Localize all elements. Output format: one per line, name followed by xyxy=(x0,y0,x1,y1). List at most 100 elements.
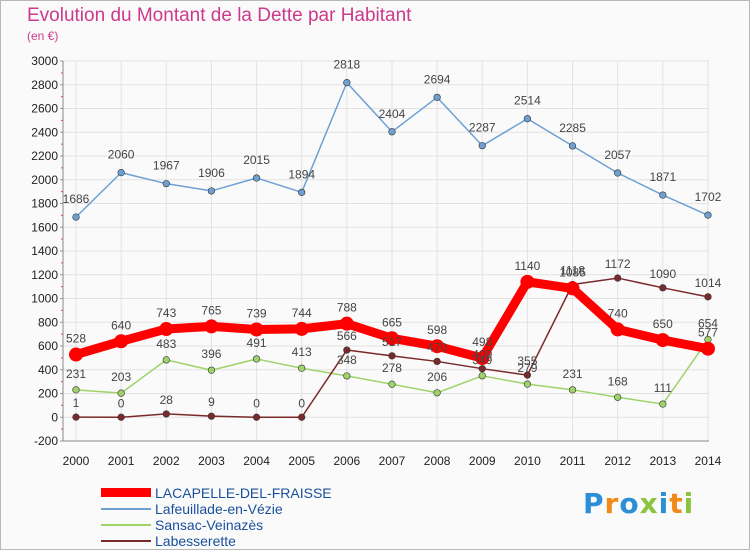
data-label-2: 483 xyxy=(156,337,176,351)
data-point-3 xyxy=(433,357,441,366)
x-tick-label: 2008 xyxy=(424,454,451,468)
data-point-2 xyxy=(207,366,216,374)
data-point-0 xyxy=(69,347,83,362)
x-tick-label: 2014 xyxy=(695,454,722,468)
data-point-0 xyxy=(520,274,535,289)
data-point-1 xyxy=(117,169,125,177)
data-label-3: 566 xyxy=(337,329,357,343)
data-label-1: 2287 xyxy=(469,121,496,135)
data-point-1 xyxy=(207,187,216,195)
data-label-1: 2694 xyxy=(424,72,451,86)
y-tick-label: 800 xyxy=(38,315,58,329)
data-label-3: 1172 xyxy=(605,257,631,271)
data-point-0 xyxy=(565,281,580,296)
y-tick-label: 1600 xyxy=(31,220,58,234)
data-label-3: 9 xyxy=(208,395,215,409)
data-point-1 xyxy=(704,211,712,219)
data-label-1: 1702 xyxy=(695,190,722,204)
data-label-1: 2818 xyxy=(333,58,360,72)
y-tick-label: 1000 xyxy=(31,292,58,306)
y-tick-label: 1800 xyxy=(31,197,58,211)
data-label-0: 598 xyxy=(427,323,447,337)
data-point-0 xyxy=(159,322,174,337)
data-label-2: 231 xyxy=(66,367,86,381)
axes-layer: -200020040060080010001200140016001800200… xyxy=(31,54,721,468)
y-tick-label: 2400 xyxy=(31,125,58,139)
data-label-1: 2285 xyxy=(559,121,586,135)
data-point-0 xyxy=(249,322,264,337)
legend-item: Sansac-Veinazès xyxy=(101,517,421,533)
data-point-2 xyxy=(72,386,80,394)
x-tick-label: 2006 xyxy=(333,454,360,468)
x-tick-label: 2005 xyxy=(288,454,315,468)
data-point-2 xyxy=(343,372,351,380)
data-point-3 xyxy=(659,284,667,292)
y-tick-label: 1400 xyxy=(31,244,58,258)
data-point-1 xyxy=(478,142,486,150)
data-label-3: 1118 xyxy=(560,263,585,277)
data-point-0 xyxy=(655,333,670,348)
y-tick-label: 2000 xyxy=(31,173,58,187)
data-point-1 xyxy=(72,213,80,221)
data-point-3 xyxy=(343,346,351,354)
data-label-2: 396 xyxy=(201,347,221,361)
data-point-3 xyxy=(704,293,712,301)
x-tick-label: 2013 xyxy=(649,454,676,468)
y-tick-label: 2600 xyxy=(31,102,58,116)
data-point-0 xyxy=(294,321,309,336)
data-label-0: 743 xyxy=(156,306,176,320)
data-point-2 xyxy=(478,372,486,380)
data-point-1 xyxy=(343,79,351,87)
data-label-0: 744 xyxy=(292,306,312,320)
data-point-1 xyxy=(162,180,170,188)
y-tick-label: -200 xyxy=(34,434,58,448)
data-point-0 xyxy=(384,331,399,346)
data-label-1: 1871 xyxy=(649,170,676,184)
proxiti-logo: Proxiti xyxy=(583,487,695,520)
data-label-3: 0 xyxy=(253,396,260,410)
data-label-0: 577 xyxy=(698,326,718,340)
legend-swatch xyxy=(101,488,151,497)
data-point-2 xyxy=(433,389,441,397)
legend-item: Labesserette xyxy=(101,533,421,549)
data-label-2: 168 xyxy=(608,374,628,388)
data-label-2: 654 xyxy=(698,317,718,331)
data-point-3 xyxy=(117,413,125,421)
y-tick-label: 0 xyxy=(51,410,58,424)
data-point-2 xyxy=(388,380,396,388)
data-label-0: 788 xyxy=(337,301,357,315)
data-label-2: 279 xyxy=(517,361,537,375)
data-point-2 xyxy=(523,380,532,388)
series-layer xyxy=(69,79,715,421)
data-label-0: 740 xyxy=(608,306,628,320)
data-label-0: 640 xyxy=(111,318,131,332)
data-point-3 xyxy=(72,413,80,421)
x-tick-label: 2000 xyxy=(63,454,90,468)
data-label-2: 111 xyxy=(654,381,673,395)
data-label-1: 2057 xyxy=(604,148,631,162)
data-point-2 xyxy=(162,356,170,364)
data-point-3 xyxy=(614,274,622,282)
data-point-0 xyxy=(475,351,490,366)
x-tick-label: 2001 xyxy=(108,454,135,468)
legend-label: LACAPELLE-DEL-FRAISSE xyxy=(155,485,332,501)
x-tick-label: 2009 xyxy=(469,454,496,468)
data-label-2: 278 xyxy=(382,361,402,375)
data-label-0: 665 xyxy=(382,315,402,329)
data-label-3: 409 xyxy=(472,348,492,362)
data-label-2: 231 xyxy=(563,367,583,381)
y-tick-label: 400 xyxy=(38,363,58,377)
x-tick-label: 2002 xyxy=(153,454,180,468)
data-label-3: 28 xyxy=(160,393,174,407)
data-label-1: 1906 xyxy=(198,166,225,180)
data-label-1: 2404 xyxy=(379,107,406,121)
grid-layer xyxy=(63,60,709,442)
data-label-2: 413 xyxy=(292,345,312,359)
y-tick-label: 200 xyxy=(38,387,58,401)
data-point-2 xyxy=(659,400,667,408)
x-tick-label: 2007 xyxy=(379,454,406,468)
legend-item: Lafeuillade-en-Vézie xyxy=(101,501,421,517)
data-point-3 xyxy=(207,412,216,420)
data-label-1: 2514 xyxy=(514,94,541,108)
data-label-1: 1894 xyxy=(288,167,315,181)
